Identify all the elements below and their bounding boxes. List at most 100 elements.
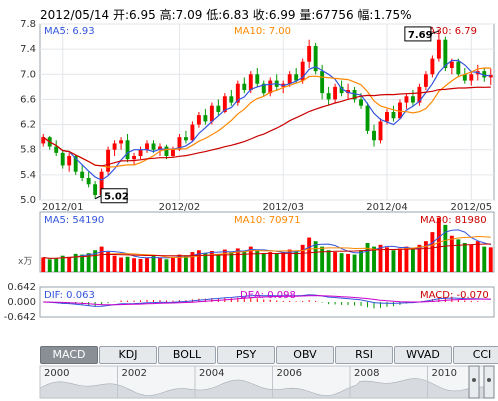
candle-body	[339, 86, 344, 94]
price-y-tick: 5.8	[20, 145, 36, 156]
candle-body	[196, 115, 201, 125]
candle-body	[430, 58, 435, 75]
price-x-tick: 2012/05	[451, 202, 493, 213]
quote-change: 幅:1.75%	[357, 8, 412, 22]
volume-bar	[268, 252, 273, 272]
candle-body	[86, 178, 91, 185]
candle-body	[417, 86, 422, 103]
volume-bar	[423, 241, 428, 272]
volume-bar	[138, 258, 143, 272]
candle-body	[443, 39, 448, 68]
timeline-handle-right[interactable]	[483, 365, 495, 399]
volume-bar	[80, 254, 85, 272]
tab-wvad[interactable]: WVAD	[394, 346, 452, 364]
low-annotation-leader	[94, 195, 102, 200]
candle-body	[372, 130, 376, 141]
tab-cci[interactable]: CCI	[453, 346, 498, 364]
candle-body	[410, 96, 415, 103]
candle-body	[391, 112, 396, 119]
price-x-tick: 2012/01	[42, 202, 84, 213]
candle-body	[449, 61, 454, 68]
volume-bar	[99, 246, 104, 272]
candle-body	[313, 46, 318, 72]
candle-body	[112, 143, 117, 150]
tab-boll[interactable]: BOLL	[158, 346, 216, 364]
candle-body	[287, 74, 292, 84]
candle-body	[346, 90, 351, 94]
volume-bar	[333, 252, 338, 272]
price-x-tick: 2012/02	[159, 202, 201, 213]
ma5-line	[42, 59, 491, 181]
tab-psy[interactable]: PSY	[217, 346, 275, 364]
volume-ma30-line	[43, 243, 491, 259]
volume-bar	[320, 246, 325, 272]
price-y-tick: 6.2	[20, 120, 36, 131]
candle-body	[255, 74, 260, 84]
price-y-axis: 7.8 7.4 7.0 6.6 6.2 5.8 5.4 5.0	[20, 19, 36, 206]
volume-bar	[469, 244, 474, 272]
macd-panel-frame	[39, 286, 495, 318]
volume-ma5-label: MA5: 54190	[44, 215, 104, 226]
timeline-year-label: 2006	[277, 368, 302, 379]
timeline-handle-left[interactable]	[468, 365, 480, 399]
volume-bar	[475, 241, 480, 272]
volume-bar	[158, 257, 162, 272]
tab-obv[interactable]: OBV	[276, 346, 334, 364]
candle-body	[268, 80, 273, 94]
quote-volume: 量:67756	[299, 8, 354, 22]
volume-bar	[106, 252, 111, 272]
candle-body	[229, 96, 234, 103]
price-y-tick: 7.4	[20, 44, 36, 55]
candle-body	[365, 105, 370, 131]
tab-macd[interactable]: MACD	[40, 346, 98, 364]
candle-body	[385, 112, 389, 122]
volume-bar	[410, 249, 415, 272]
volume-bar	[326, 250, 331, 272]
volume-bar	[177, 254, 182, 272]
volume-bar	[125, 256, 130, 272]
low-annotation: 5.02	[104, 192, 129, 203]
quote-close: 收:6.99	[252, 8, 296, 22]
volume-bar	[274, 253, 279, 272]
quote-high: 高:7.09	[159, 8, 203, 22]
volume-bar	[242, 250, 247, 272]
tab-rsi[interactable]: RSI	[335, 346, 393, 364]
volume-bar	[456, 239, 461, 272]
tab-kdj[interactable]: KDJ	[99, 346, 157, 364]
volume-bar	[398, 248, 402, 272]
candle-body	[462, 74, 467, 81]
price-y-tick: 5.4	[20, 170, 36, 181]
timeline-handle-left-grip-icon	[472, 378, 476, 382]
candle-body	[423, 74, 428, 87]
volume-bar	[119, 257, 124, 272]
volume-bar	[255, 250, 260, 272]
volume-bar	[443, 224, 448, 272]
volume-bar	[430, 232, 435, 272]
macd-y-tick: 0.642	[7, 282, 36, 293]
candle-body	[80, 171, 85, 178]
quote-open: 开:6.95	[113, 8, 156, 22]
price-ma10-label: MA10: 7.00	[234, 26, 291, 37]
macd-dea-label: DEA: 0.098	[240, 290, 296, 301]
volume-bar	[216, 253, 221, 272]
volume-ma10-label: MA10: 70971	[234, 215, 301, 226]
volume-bar	[385, 247, 389, 272]
candle-body	[158, 146, 162, 150]
volume-bar	[462, 243, 467, 272]
volume-bar	[488, 247, 493, 272]
volume-bar	[449, 235, 454, 272]
candle-body	[125, 140, 130, 160]
candle-body	[171, 149, 175, 156]
macd-dif-label: DIF: 0.063	[44, 290, 95, 301]
timeline-overview-area	[39, 378, 495, 399]
candle-body	[307, 46, 312, 62]
price-y-tick: 7.8	[20, 19, 36, 30]
price-x-tick: 2012/03	[262, 202, 304, 213]
volume-bar	[307, 237, 312, 272]
volume-bar	[248, 246, 253, 272]
volume-panel-frame	[39, 211, 495, 273]
candle-body	[469, 74, 474, 81]
candle-body	[326, 93, 331, 100]
candle-body	[99, 171, 104, 195]
